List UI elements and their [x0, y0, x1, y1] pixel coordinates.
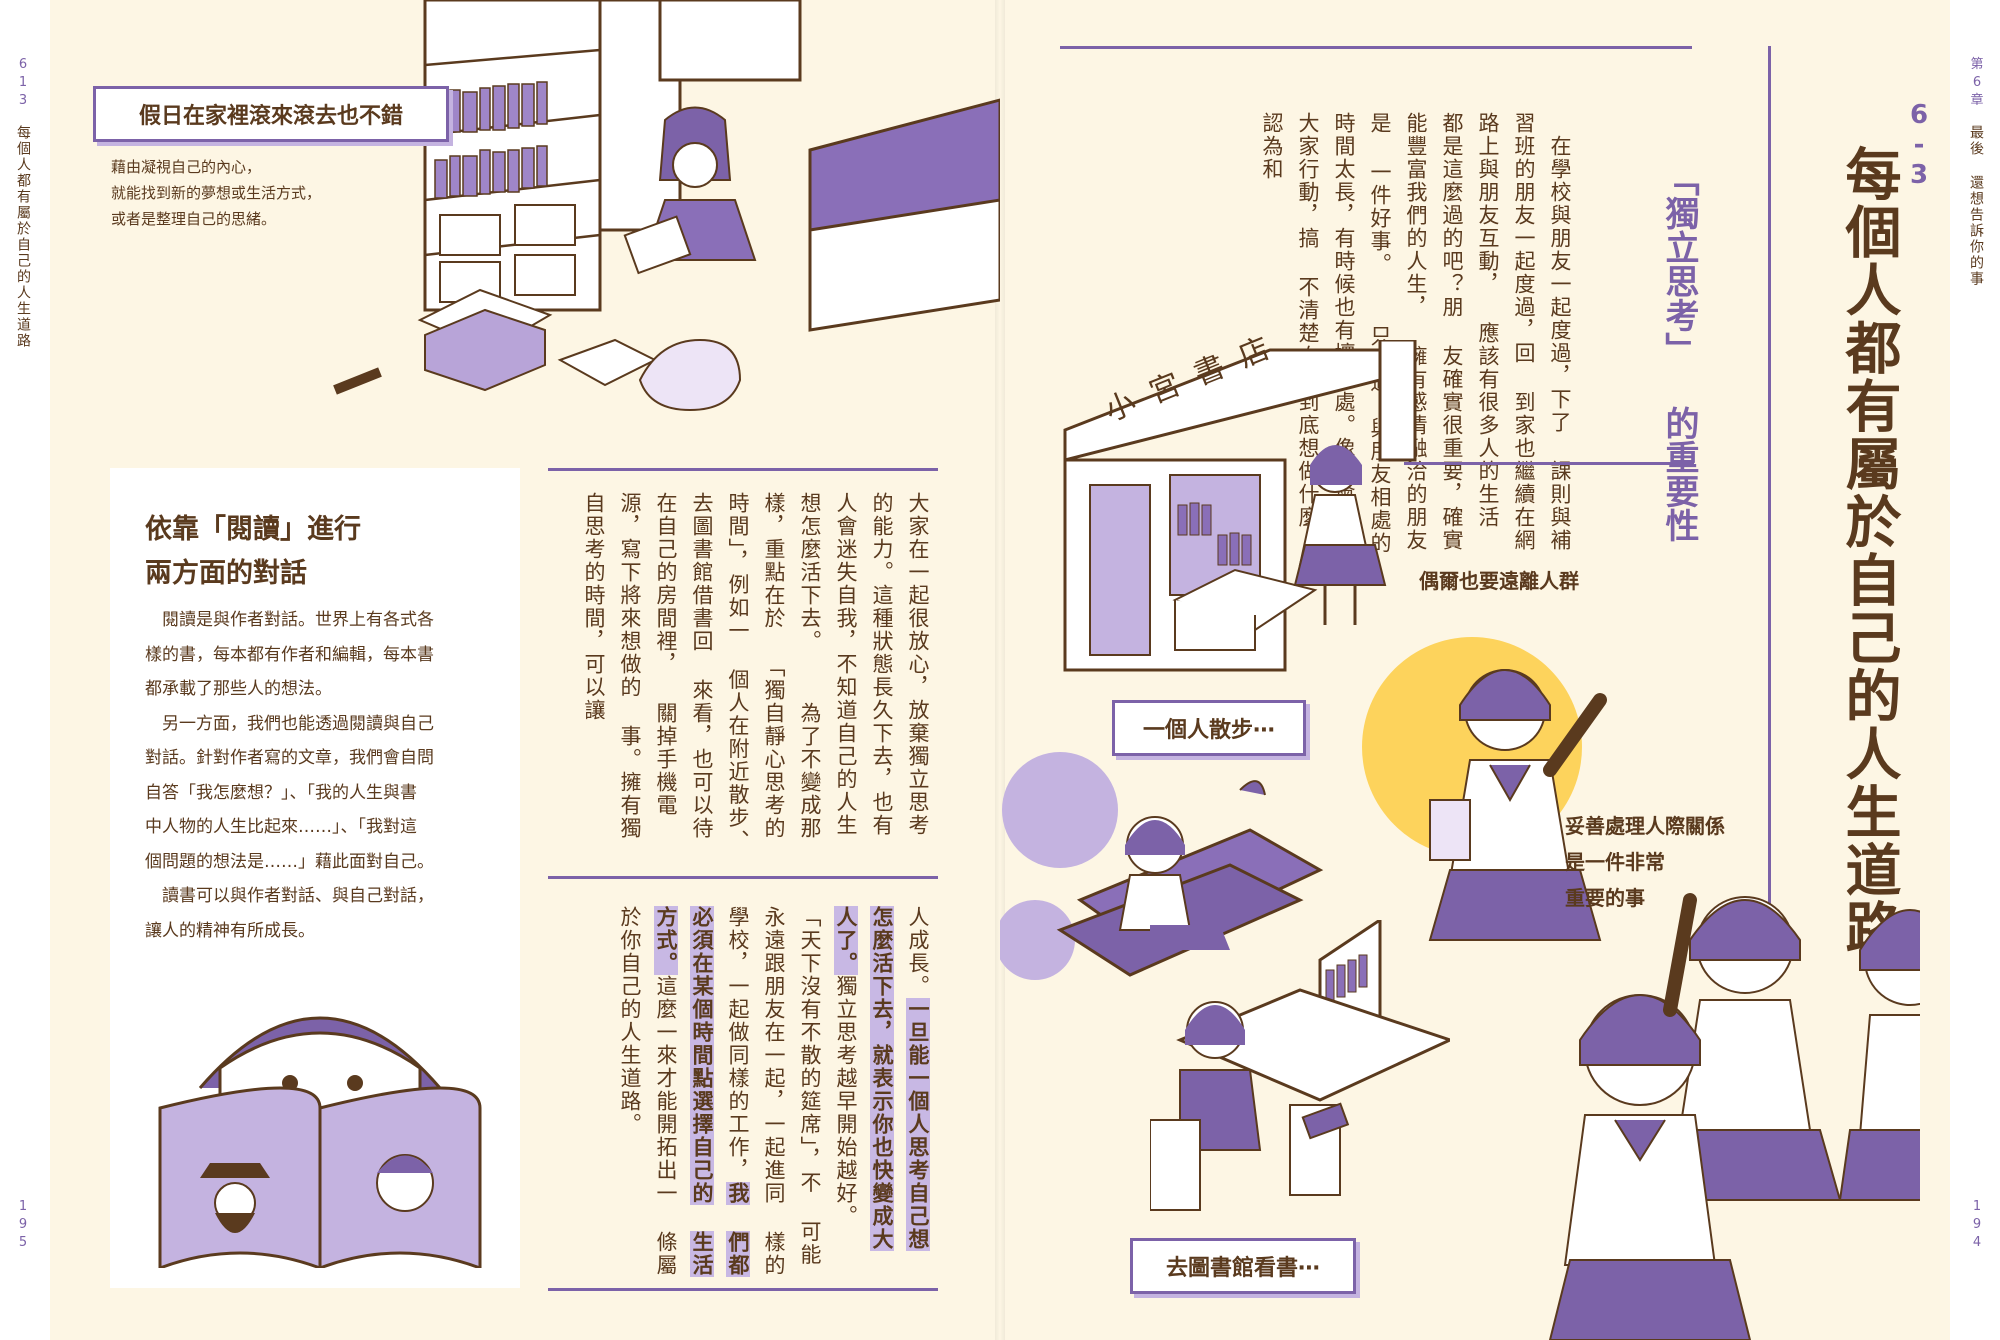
- text-run: 獨立思考越早開始越好。: [834, 975, 858, 1228]
- text-col: 人會迷失自我，不知道自己的人生: [834, 492, 858, 837]
- sidebar-heading: 依靠「閱讀」進行 兩方面的對話: [145, 508, 361, 596]
- sidebar-line: 另一方面，我們也能透過閱讀與自己: [145, 713, 434, 734]
- text-col: 人成長。一旦能一個人思考自己想: [906, 906, 930, 1251]
- sidebar-line: 自答「我怎麼想？」、「我的人生與書: [145, 782, 417, 803]
- subhead-independent-thinking: 「獨立思考」 的重要性: [1658, 162, 1700, 542]
- highlight-run: 人了。: [834, 906, 858, 975]
- park-bench-illustration: [1000, 752, 1324, 980]
- text-col: 關掉手機電源，寫下將來想做的: [618, 492, 678, 817]
- friends-group-illustration: [1548, 893, 1920, 1340]
- text-col: 友確實很重要，確實: [1440, 345, 1464, 552]
- text-run: 人成長。: [906, 906, 930, 998]
- label-library-reading: 去圖書館看書⋯: [1130, 1238, 1356, 1294]
- column-bottom-rule: [548, 1288, 938, 1291]
- bookstore-illustration: [1063, 340, 1417, 672]
- left-margin-strip: [0, 0, 50, 1340]
- text-col: 為了不變成那樣，重點在於: [762, 492, 822, 840]
- text-col: 在學校與朋友一起度過，下了: [1548, 112, 1572, 434]
- text-col: 人了。獨立思考越早開始越好。: [834, 906, 858, 1228]
- subcolumn-rule: [1404, 462, 1694, 465]
- right-top-rule: [1060, 46, 1692, 49]
- text-col: 都是這麼過的吧？朋: [1440, 112, 1464, 319]
- caption-line: 妥善處理人際關係: [1565, 814, 1725, 838]
- text-col: 「天下沒有不散的筵席」，不: [798, 906, 858, 1277]
- body-column-lower-left: 人成長。一旦能一個人思考自己想 怎麼活下去，就表示你也快變成大 人了。獨立思考越…: [612, 906, 936, 1286]
- text-run: 樣的學校，一起做同樣的工作，: [726, 906, 786, 1277]
- sidebar-line: 讀書可以與作者對話、與自己對話，: [145, 886, 434, 906]
- sidebar-heading-line-2: 兩方面的對話: [145, 558, 307, 589]
- subhead-line-1: 「獨立思考」: [1659, 162, 1699, 366]
- text-col: 條屬於你自己的人生道路。: [618, 906, 678, 1277]
- title-divider-rule: [1768, 46, 1771, 916]
- text-run: 這麼一來才能開拓出一: [654, 975, 678, 1205]
- running-title-left: 每個人都有屬於自己的人生道路: [15, 125, 31, 349]
- sidebar-heading-line-1: 依靠「閱讀」進行: [145, 514, 361, 545]
- column-mid-rule: [548, 876, 938, 879]
- text-col: 時間太長，有時候也有壞: [1332, 112, 1356, 365]
- right-margin-strip: [1950, 0, 2000, 1340]
- text-col: 「獨自靜心思考的時間」，例如一: [726, 492, 786, 840]
- text-col: 應該有很多人的生活: [1476, 322, 1500, 529]
- caption-get-away: 偶爾也要遠離人群: [1419, 569, 1579, 593]
- text-col: 課則與補習班的朋友一起度過，回: [1512, 112, 1572, 552]
- sidebar-body: 閱讀是與作者對話。世界上有各式各 樣的書，每本都有作者和編輯，每本書 都承載了那…: [145, 603, 505, 948]
- sidebar-line: 都承載了那些人的想法。: [145, 679, 332, 699]
- text-col: 能豐富我們的人生，: [1404, 112, 1428, 319]
- reading-sidebar-box: 依靠「閱讀」進行 兩方面的對話 閱讀是與作者對話。世界上有各式各 樣的書，每本都…: [110, 468, 520, 1288]
- text-col: 的能力。這種狀態長久下去，也有: [870, 492, 894, 837]
- text-col: 樣的學校，一起做同樣的工作，我: [726, 906, 786, 1277]
- highlight-run: 怎麼活下去，就表示你也快變成大: [870, 906, 894, 1251]
- girl-waving-illustration: [1428, 669, 1607, 941]
- text-col: 怎麼活下去，就表示你也快變成大: [870, 906, 894, 1251]
- text-col: 大家在一起很放心，放棄獨立思考: [906, 492, 930, 837]
- sidebar-line: 樣的書，每本都有作者和編輯，每本書: [145, 644, 434, 665]
- sidebar-line: 個問題的想法是……」藉此面對自己。: [145, 851, 434, 872]
- sidebar-line: 讓人的精神有所成長。: [145, 920, 315, 941]
- library-illustration: [1150, 920, 1450, 1211]
- boy-reading-illustration: [158, 1016, 482, 1268]
- text-col: 到家也繼續在網路上與朋友互動，: [1476, 112, 1536, 552]
- text-col: 來看，也可以待在自己的房間裡，: [654, 492, 714, 840]
- text-col: 一件好事。: [1368, 161, 1392, 276]
- sidebar-line: 對話。針對作者寫的文章，我們會自問: [145, 748, 434, 768]
- caption-lounging-text: 藉由凝視自己的內心， 就能找到新的夢想或生活方式， 或者是整理自己的思緒。: [111, 154, 431, 232]
- body-column-upper-left: 大家在一起很放心，放棄獨立思考 的能力。這種狀態長久下去，也有 人會迷失自我，不…: [576, 492, 936, 862]
- room-reading-illustration: [333, 0, 1000, 412]
- caption-line: 藉由凝視自己的內心，: [111, 158, 262, 176]
- text-col: 事。擁有獨自思考的時間，可以讓: [582, 492, 642, 840]
- label-walk-alone: 一個人散步⋯: [1112, 700, 1306, 756]
- section-number: 6-3: [1904, 100, 1934, 190]
- text-col: 可能永遠跟朋友在一起，一起進同: [762, 906, 822, 1267]
- subhead-line-2: 的重要性: [1659, 406, 1699, 542]
- column-top-rule: [548, 468, 938, 471]
- running-title-right: 最後 還想告訴你的事: [1968, 125, 1984, 287]
- caption-line: 重要的事: [1565, 886, 1645, 910]
- highlight-run: 一旦能一個人思考自己想: [906, 998, 930, 1251]
- sidebar-line: 閱讀是與作者對話。世界上有各式各: [145, 610, 434, 630]
- caption-line: 就能找到新的夢想或生活方式，: [111, 184, 322, 202]
- caption-line: 或者是整理自己的思緒。: [111, 210, 277, 228]
- caption-relationships: 妥善處理人際關係 是一件非常 重要的事: [1565, 808, 1725, 916]
- sidebar-line: 中人物的人生比起來……」、「我對這: [145, 817, 417, 837]
- main-title: 每個人都有屬於自己的人生道路: [1836, 145, 1901, 957]
- page-gutter: [995, 0, 1005, 1340]
- text-col: 個人在附近散步、去圖書館借書回: [690, 492, 750, 853]
- text-col: 想怎麼活下去。: [798, 492, 822, 653]
- highlight-run: 我: [726, 1182, 750, 1205]
- caption-line: 是一件非常: [1565, 850, 1665, 874]
- caption-lounging-at-home: 假日在家裡滾來滾去也不錯: [93, 86, 449, 142]
